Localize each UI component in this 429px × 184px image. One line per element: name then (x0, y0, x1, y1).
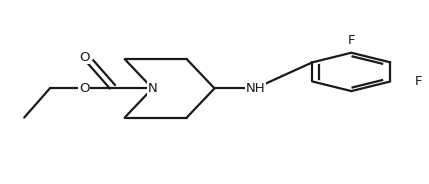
Text: F: F (414, 75, 422, 88)
Text: O: O (79, 82, 89, 95)
Text: NH: NH (245, 82, 265, 95)
Text: N: N (148, 82, 157, 95)
Text: O: O (79, 51, 89, 64)
Text: F: F (347, 34, 355, 47)
